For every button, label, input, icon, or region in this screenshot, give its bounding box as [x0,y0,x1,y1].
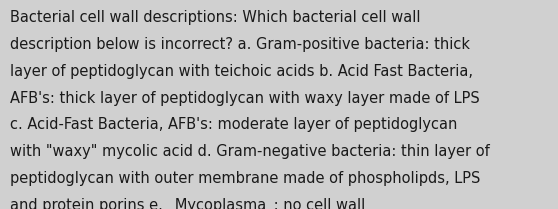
Text: peptidoglycan with outer membrane made of phospholipds, LPS: peptidoglycan with outer membrane made o… [10,171,480,186]
Text: with "waxy" mycolic acid d. Gram-negative bacteria: thin layer of: with "waxy" mycolic acid d. Gram-negativ… [10,144,490,159]
Text: and protein porins e. _Mycoplasma_: no cell wall: and protein porins e. _Mycoplasma_: no c… [10,198,365,209]
Text: AFB's: thick layer of peptidoglycan with waxy layer made of LPS: AFB's: thick layer of peptidoglycan with… [10,91,480,106]
Text: c. Acid-Fast Bacteria, AFB's: moderate layer of peptidoglycan: c. Acid-Fast Bacteria, AFB's: moderate l… [10,117,458,133]
Text: description below is incorrect? a. Gram-positive bacteria: thick: description below is incorrect? a. Gram-… [10,37,470,52]
Text: Bacterial cell wall descriptions: Which bacterial cell wall: Bacterial cell wall descriptions: Which … [10,10,421,25]
Text: layer of peptidoglycan with teichoic acids b. Acid Fast Bacteria,: layer of peptidoglycan with teichoic aci… [10,64,473,79]
